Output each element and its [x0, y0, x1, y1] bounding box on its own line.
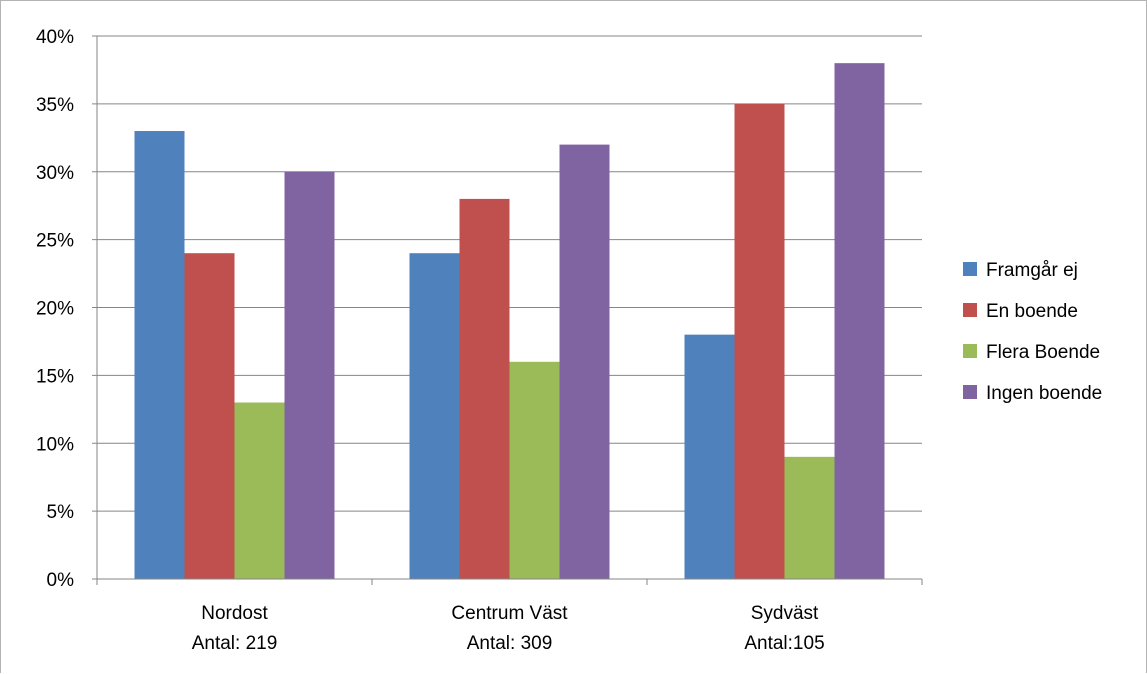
bar-en-boende-1 [459, 198, 510, 579]
legend-label: Flera Boende [986, 342, 1100, 363]
y-tick-label: 30% [36, 163, 74, 184]
y-tick-label: 10% [36, 434, 74, 455]
bar-flera-boende-1 [509, 361, 560, 579]
y-tick-label: 0% [47, 570, 75, 591]
legend: Framgår ej En boende Flera Boende Ingen boe… [963, 260, 1102, 404]
y-tick-label: 25% [36, 231, 74, 252]
bar-ingen-boende-0 [284, 171, 335, 579]
legend-label: Framgår ej [986, 260, 1078, 281]
bar-en-boende-2 [734, 103, 785, 579]
legend-label: Ingen boende [986, 383, 1102, 404]
legend-swatch [963, 385, 977, 399]
bar-ingen-boende-2 [834, 63, 885, 579]
category-count-label: Antal: 219 [192, 633, 278, 654]
bar-ingen-boende-1 [559, 144, 610, 579]
category-count-label: Antal:105 [744, 633, 824, 654]
legend-label: En boende [986, 301, 1078, 322]
category-label: Sydväst [751, 603, 819, 624]
legend-swatch [963, 262, 977, 276]
legend-swatch [963, 303, 977, 317]
y-axis-tick-labels: 0% 5% 10% 15% 20% 25% 30% 35% 40% [36, 27, 74, 591]
bar-flera-boende-0 [234, 402, 285, 579]
x-axis-category-labels: Nordost Antal: 219 Centrum Väst Antal: 309 S… [192, 603, 825, 654]
bar-flera-boende-2 [784, 456, 835, 579]
y-tick-label: 15% [36, 366, 74, 387]
category-count-label: Antal: 309 [467, 633, 553, 654]
legend-swatch [963, 344, 977, 358]
bar-framg-r-ej-0 [134, 131, 185, 579]
bars [134, 63, 885, 579]
y-tick-label: 5% [47, 502, 75, 523]
category-label: Centrum Väst [451, 603, 568, 624]
bar-framg-r-ej-2 [684, 334, 735, 579]
bar-framg-r-ej-1 [409, 253, 460, 579]
y-tick-label: 35% [36, 95, 74, 116]
category-label: Nordost [201, 603, 268, 624]
y-tick-label: 40% [36, 27, 74, 48]
axes [96, 36, 923, 585]
bar-en-boende-0 [184, 253, 235, 579]
y-tick-label: 20% [36, 299, 74, 320]
